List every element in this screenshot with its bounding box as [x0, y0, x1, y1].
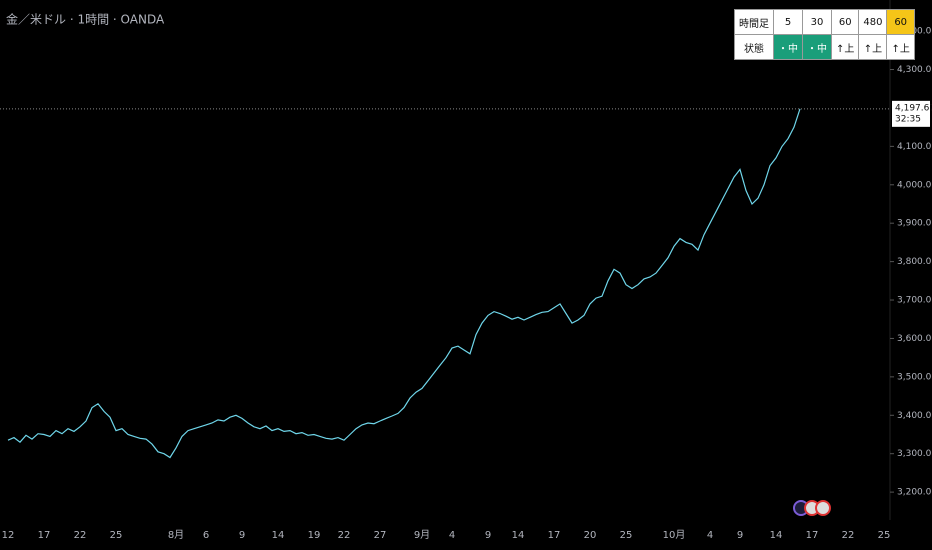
x-tick-label: 14 — [770, 530, 783, 541]
x-tick-label: 4 — [707, 530, 713, 541]
table-cell: 60 — [886, 9, 915, 35]
table-cell: ・中 — [773, 34, 803, 60]
event-icons — [793, 500, 831, 516]
y-tick-label: 3,200.000 — [897, 488, 932, 498]
y-tick-label: 4,000.000 — [897, 180, 932, 190]
y-tick-label: 4,100.000 — [897, 142, 932, 152]
x-tick-label: 22 — [74, 530, 87, 541]
table-cell: ↑上 — [858, 34, 888, 60]
x-tick-label: 17 — [548, 530, 561, 541]
table-cell: ↑上 — [886, 34, 915, 60]
x-tick-label: 25 — [110, 530, 123, 541]
y-tick-label: 3,300.000 — [897, 449, 932, 459]
x-tick-label: 17 — [806, 530, 819, 541]
table-row: 時間足 5 30 60 480 60 — [734, 9, 915, 35]
y-tick-label: 3,700.000 — [897, 296, 932, 306]
x-tick-label: 14 — [512, 530, 525, 541]
y-tick-label: 3,600.000 — [897, 334, 932, 344]
x-tick-label: 9 — [737, 530, 743, 541]
x-tick-label: 8月 — [168, 529, 184, 541]
x-tick-label: 4 — [449, 530, 455, 541]
table-cell: 5 — [773, 9, 803, 35]
x-tick-label: 10月 — [663, 529, 686, 541]
table-cell: 480 — [858, 9, 888, 35]
y-tick-label: 4,300.000 — [897, 65, 932, 75]
x-tick-label: 27 — [374, 530, 387, 541]
x-tick-label: 14 — [272, 530, 285, 541]
table-row: 状態 ・中 ・中 ↑上 ↑上 ↑上 — [734, 34, 915, 60]
y-tick-label: 3,800.000 — [897, 257, 932, 267]
table-cell: 60 — [830, 9, 860, 35]
x-tick-label: 19 — [308, 530, 321, 541]
x-tick-label: 20 — [584, 530, 597, 541]
price-line — [7, 108, 801, 459]
x-tick-label: 12 — [2, 530, 15, 541]
countdown-label: 32:35 — [895, 114, 921, 124]
x-tick-label: 22 — [338, 530, 351, 541]
x-tick-label: 9月 — [414, 529, 430, 541]
x-tick-label: 17 — [38, 530, 51, 541]
table-cell: ↑上 — [830, 34, 860, 60]
status-table: 時間足 5 30 60 480 60 状態 ・中 ・中 ↑上 ↑上 ↑上 — [734, 9, 915, 60]
table-cell: 30 — [802, 9, 832, 35]
table-cell: 時間足 — [734, 9, 774, 35]
last-price-label: 4,197.675 — [895, 103, 932, 113]
last-price-box — [892, 100, 930, 127]
y-tick-label: 3,400.000 — [897, 411, 932, 421]
x-tick-label: 22 — [842, 530, 855, 541]
table-cell: 状態 — [734, 34, 774, 60]
x-tick-label: 6 — [203, 530, 209, 541]
x-tick-label: 9 — [485, 530, 491, 541]
table-cell: ・中 — [802, 34, 832, 60]
x-tick-label: 25 — [620, 530, 633, 541]
y-tick-label: 3,500.000 — [897, 372, 932, 382]
chart-title: 金／米ドル · 1時間 · OANDA — [6, 12, 165, 27]
x-tick-label: 25 — [878, 530, 891, 541]
y-tick-label: 3,900.000 — [897, 219, 932, 229]
x-tick-label: 9 — [239, 530, 245, 541]
